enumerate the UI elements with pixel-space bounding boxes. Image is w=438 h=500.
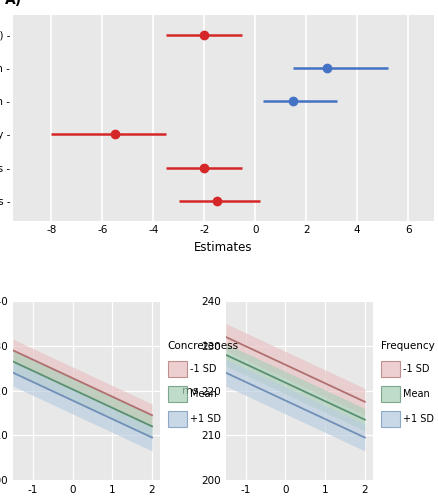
Text: Mean: Mean: [190, 389, 217, 399]
Bar: [381, 361, 400, 377]
Bar: [168, 361, 187, 377]
Text: +1 SD: +1 SD: [190, 414, 221, 424]
Bar: [381, 386, 400, 402]
Bar: [168, 411, 187, 428]
Text: -1 SD: -1 SD: [403, 364, 429, 374]
Text: +1 SD: +1 SD: [403, 414, 434, 424]
Text: A): A): [5, 0, 22, 7]
Text: Concreteness: Concreteness: [168, 340, 239, 350]
Bar: [381, 411, 400, 428]
Text: Mean: Mean: [403, 389, 430, 399]
Text: Frequency: Frequency: [381, 340, 434, 350]
Bar: [168, 386, 187, 402]
Text: -1 SD: -1 SD: [190, 364, 217, 374]
X-axis label: Estimates: Estimates: [194, 241, 253, 254]
Y-axis label: ms: ms: [182, 386, 198, 396]
